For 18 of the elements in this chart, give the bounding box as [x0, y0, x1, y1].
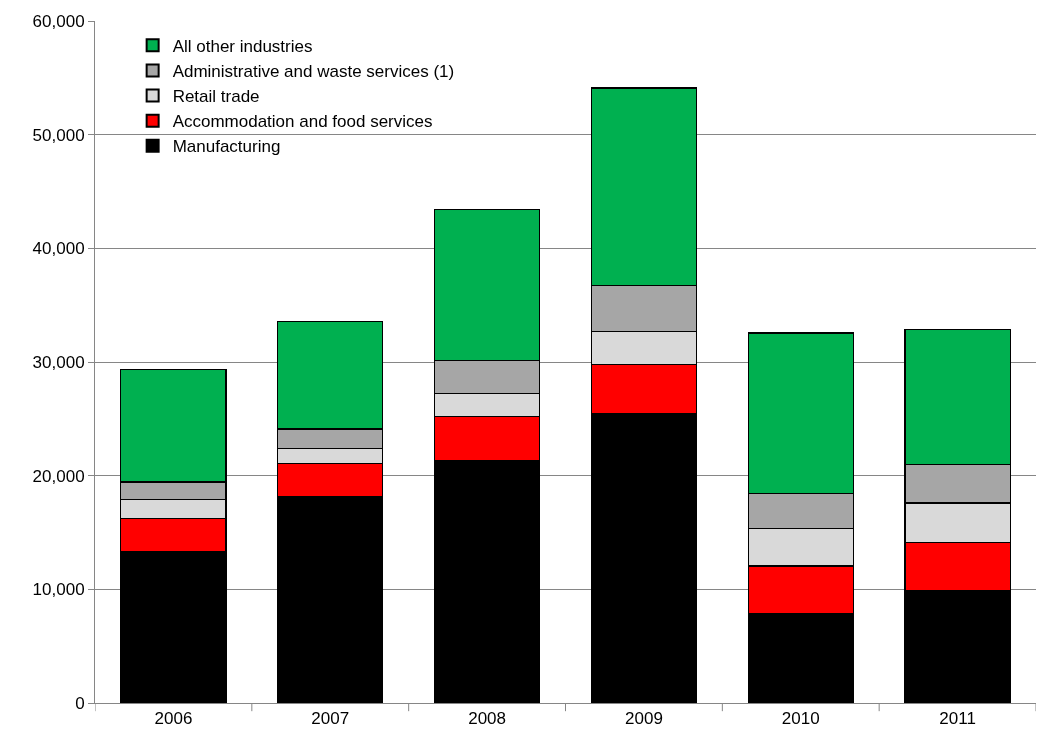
- y-tick-label: 0: [75, 693, 85, 713]
- y-tick-label: 10,000: [32, 580, 85, 600]
- legend-label: All other industries: [172, 37, 313, 56]
- y-tick-label: 20,000: [32, 466, 85, 486]
- y-tick-label: 30,000: [32, 352, 85, 372]
- x-tick-label: 2011: [939, 709, 976, 729]
- y-tick-label: 40,000: [32, 239, 85, 259]
- y-tick-label: 60,000: [32, 11, 85, 31]
- x-tick-label: 2010: [781, 709, 820, 729]
- legend-label: Administrative and waste services (1): [172, 62, 455, 82]
- legend-label: Manufacturing: [172, 137, 281, 157]
- legend-label: Accommodation and food services: [172, 112, 433, 132]
- legend-label: Retail trade: [172, 87, 260, 107]
- x-tick-label: 2009: [625, 709, 663, 729]
- x-tick-label: 2006: [154, 709, 193, 729]
- x-tick-label: 2008: [468, 709, 506, 729]
- x-tick-label: 2007: [311, 709, 350, 729]
- y-tick-label: 50,000: [32, 125, 85, 145]
